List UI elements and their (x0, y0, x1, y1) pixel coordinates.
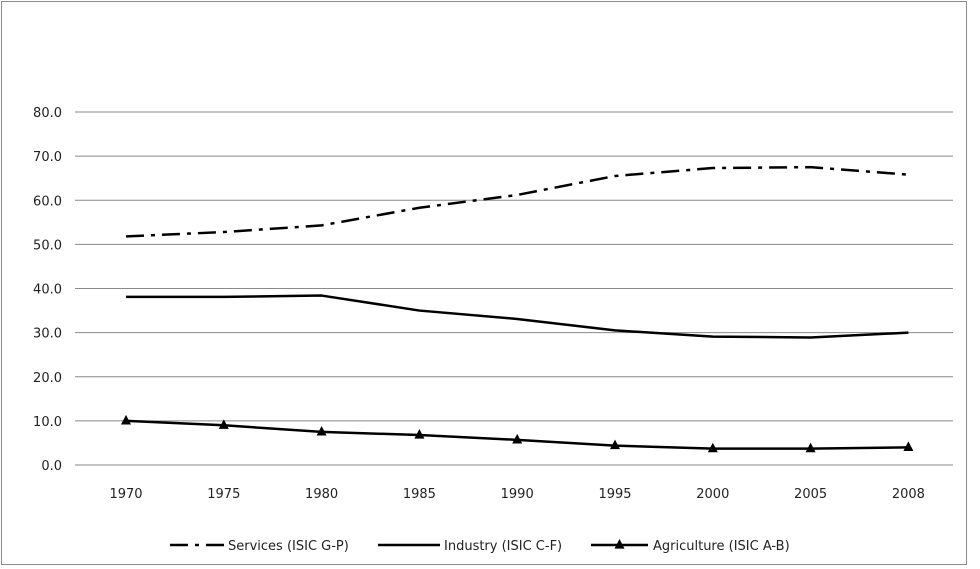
x-tick-label: 1980 (305, 487, 338, 502)
gridlines (75, 111, 953, 466)
legend-item-0: Services (ISIC G-P) (170, 539, 349, 554)
y-tick-label: 20.0 (33, 371, 62, 386)
data-point-marker (903, 441, 914, 451)
legend-label: Industry (ISIC C-F) (444, 539, 562, 554)
x-tick-label: 1990 (501, 487, 534, 502)
x-tick-label: 1975 (207, 487, 240, 502)
y-tick-label: 50.0 (33, 238, 62, 253)
series-1 (126, 294, 909, 339)
legend-label: Agriculture (ISIC A-B) (653, 539, 790, 554)
y-tick-label: 10.0 (33, 415, 62, 430)
legend-item-1: Industry (ISIC C-F) (378, 539, 562, 554)
data-point-marker (610, 439, 620, 450)
x-axis: 1970 1975 1980 1985 1990 1995 2000 2005 2008 (75, 464, 953, 502)
x-tick-label: 1985 (403, 487, 436, 502)
x-tick-label: 2008 (892, 487, 925, 502)
data-point-marker (316, 425, 327, 436)
y-tick-label: 30.0 (33, 327, 62, 342)
legend-label: Services (ISIC G-P) (228, 539, 349, 554)
data-point-marker (805, 442, 816, 453)
data-point-marker (218, 419, 229, 429)
y-tick-label: 60.0 (33, 194, 62, 209)
chart-frame (1, 1, 967, 565)
legend-item-2: Agriculture (ISIC A-B) (591, 539, 790, 554)
y-tick-label: 40.0 (33, 283, 62, 298)
x-tick-label: 2005 (794, 487, 827, 502)
y-tick-label: 0.0 (41, 459, 62, 474)
data-point-marker (414, 429, 425, 439)
data-point-marker (707, 442, 718, 453)
series-line (126, 294, 909, 339)
y-tick-label: 80.0 (33, 106, 62, 121)
legend-marker (614, 539, 625, 549)
series-0 (125, 165, 909, 238)
series-layer (121, 165, 914, 453)
series-2 (121, 414, 914, 453)
data-point-marker (121, 414, 131, 425)
series-line (125, 165, 909, 238)
x-tick-label: 1995 (598, 487, 631, 502)
legend: Services (ISIC G-P) Industry (ISIC C-F) Ag… (170, 539, 790, 554)
y-axis: 0.0 10.0 20.0 30.0 40.0 50.0 60.0 70.0 80.0 (33, 106, 62, 474)
x-tick-label: 2000 (696, 487, 729, 502)
y-tick-label: 70.0 (33, 150, 62, 165)
data-point-marker (512, 433, 523, 444)
x-tick-label: 1970 (109, 487, 142, 502)
